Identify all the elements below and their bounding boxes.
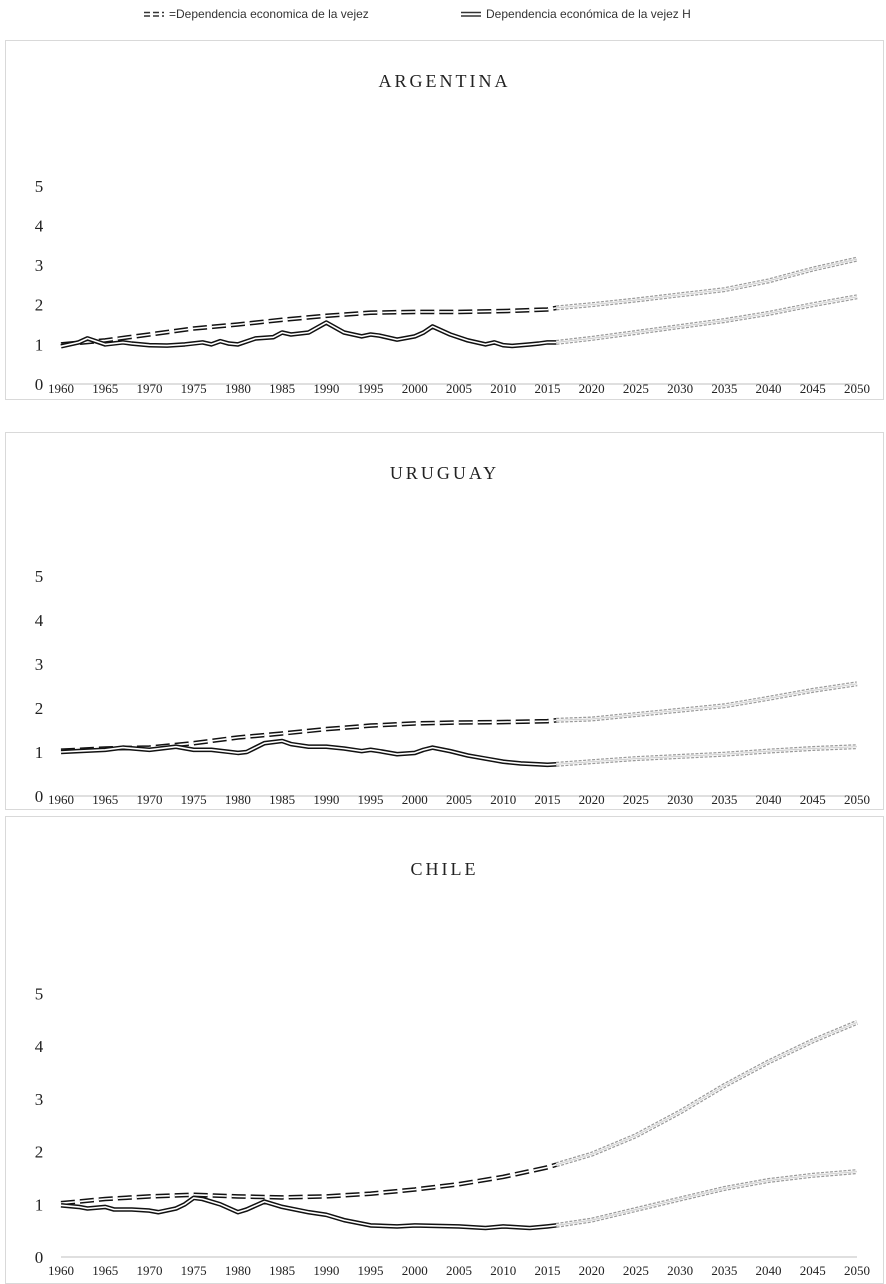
x-tick-label: 2035	[711, 1263, 737, 1278]
x-tick-label: 1980	[225, 1263, 251, 1278]
y-tick-label: 3	[35, 1090, 44, 1109]
y-tick-label: 0	[35, 1248, 44, 1267]
x-tick-label: 2050	[844, 792, 870, 807]
x-tick-label: 2005	[446, 381, 472, 396]
x-tick-label: 2040	[756, 1263, 782, 1278]
x-tick-label: 1970	[136, 381, 162, 396]
x-tick-label: 2035	[711, 792, 737, 807]
y-tick-label: 2	[35, 296, 44, 315]
x-tick-label: 2020	[579, 381, 605, 396]
legend-item-dependencia-h[interactable]: Dependencia económica de la vejez H	[460, 7, 691, 21]
x-tick-label: 2045	[800, 381, 826, 396]
x-tick-label: 2040	[756, 381, 782, 396]
x-tick-label: 2000	[402, 792, 428, 807]
x-tick-label: 1995	[358, 1263, 384, 1278]
x-tick-label: 2045	[800, 1263, 826, 1278]
y-tick-label: 5	[35, 567, 44, 586]
x-tick-label: 1965	[92, 1263, 118, 1278]
x-tick-label: 1960	[48, 792, 74, 807]
x-tick-label: 2010	[490, 792, 516, 807]
x-tick-label: 1970	[136, 792, 162, 807]
x-tick-label: 1985	[269, 792, 295, 807]
y-tick-label: 1	[35, 335, 44, 354]
x-tick-label: 1980	[225, 792, 251, 807]
x-tick-label: 1960	[48, 381, 74, 396]
x-tick-label: 2020	[579, 1263, 605, 1278]
x-tick-label: 2005	[446, 1263, 472, 1278]
x-tick-label: 2025	[623, 1263, 649, 1278]
y-tick-label: 4	[35, 216, 44, 235]
x-tick-label: 1990	[313, 792, 339, 807]
legend-label: =Dependencia economica de la vejez	[169, 7, 369, 21]
y-tick-label: 1	[35, 743, 44, 762]
chart-panel-argentina: ARGENTINA 0 1 2 3 4 5 1960 1965 1970 1975 1980 1985…	[5, 40, 884, 400]
chart-panel-chile: CHILE 0 1 2 3 4 5 1960 1965 1970 1975 1980 1985 1990…	[5, 816, 884, 1284]
y-tick-label: 5	[35, 177, 44, 196]
x-tick-label: 1960	[48, 1263, 74, 1278]
x-tick-label: 1970	[136, 1263, 162, 1278]
x-tick-label: 2025	[623, 792, 649, 807]
x-tick-label: 2030	[667, 1263, 693, 1278]
y-tick-label: 0	[35, 375, 44, 394]
y-tick-label: 4	[35, 1037, 44, 1056]
series-dependencia-h-line	[60, 738, 858, 768]
legend: =Dependencia economica de la vejez Depen…	[0, 0, 886, 32]
chart-title: ARGENTINA	[378, 71, 511, 91]
series-dependencia-line	[60, 1020, 858, 1206]
y-tick-label: 0	[35, 787, 44, 806]
x-tick-label: 2040	[756, 792, 782, 807]
x-tick-label: 1975	[181, 381, 207, 396]
x-tick-label: 2015	[534, 1263, 560, 1278]
y-tick-label: 4	[35, 611, 44, 630]
y-tick-label: 2	[35, 1143, 44, 1162]
x-tick-label: 1990	[313, 381, 339, 396]
x-tick-label: 1975	[181, 1263, 207, 1278]
legend-dashed-double-icon	[144, 11, 164, 17]
x-tick-label: 2000	[402, 1263, 428, 1278]
y-tick-label: 3	[35, 256, 44, 275]
x-tick-label: 2045	[800, 792, 826, 807]
x-tick-label: 1965	[92, 792, 118, 807]
y-tick-label: 2	[35, 699, 44, 718]
x-tick-label: 2010	[490, 1263, 516, 1278]
x-tick-label: 2050	[844, 381, 870, 396]
x-tick-label: 2050	[844, 1263, 870, 1278]
x-tick-label: 2020	[579, 792, 605, 807]
x-tick-label: 1975	[181, 792, 207, 807]
plot-area: 0 1 2 3 4 5 1960 1965 1970 1975 1980 1985 1990 1995 20…	[35, 984, 870, 1278]
legend-solid-double-icon	[461, 11, 481, 17]
legend-item-dependencia[interactable]: =Dependencia economica de la vejez	[143, 7, 369, 21]
y-tick-label: 5	[35, 984, 44, 1003]
chart-title: URUGUAY	[389, 463, 500, 483]
series-dependencia-line	[60, 256, 858, 347]
x-tick-label: 2035	[711, 381, 737, 396]
x-tick-label: 2030	[667, 792, 693, 807]
x-tick-label: 1965	[92, 381, 118, 396]
series-dependencia-h-line	[60, 1169, 858, 1231]
x-tick-label: 1985	[269, 381, 295, 396]
x-tick-label: 1985	[269, 1263, 295, 1278]
plot-area: 0 1 2 3 4 5 1960 1965 1970 1975 1980 1985 1990 1995 20…	[35, 567, 870, 807]
y-tick-label: 1	[35, 1195, 44, 1214]
chart-panel-uruguay: URUGUAY 0 1 2 3 4 5 1960 1965 1970 1975 1980 1985 19…	[5, 432, 884, 810]
x-tick-label: 2000	[402, 381, 428, 396]
x-tick-label: 2005	[446, 792, 472, 807]
x-tick-label: 1990	[313, 1263, 339, 1278]
series-dependencia-line	[60, 681, 858, 753]
legend-label: Dependencia económica de la vejez H	[486, 7, 691, 21]
chart-title: CHILE	[410, 859, 479, 879]
x-tick-label: 1995	[358, 381, 384, 396]
x-tick-label: 1995	[358, 792, 384, 807]
x-tick-label: 1980	[225, 381, 251, 396]
series-dependencia-h-line	[60, 294, 858, 349]
x-tick-label: 2025	[623, 381, 649, 396]
plot-area: 0 1 2 3 4 5 1960 1965 1970 1975 1980 1985 1990 1995 20…	[35, 177, 870, 396]
x-tick-label: 2030	[667, 381, 693, 396]
x-tick-label: 2015	[534, 792, 560, 807]
x-tick-label: 2015	[534, 381, 560, 396]
y-tick-label: 3	[35, 655, 44, 674]
x-tick-label: 2010	[490, 381, 516, 396]
